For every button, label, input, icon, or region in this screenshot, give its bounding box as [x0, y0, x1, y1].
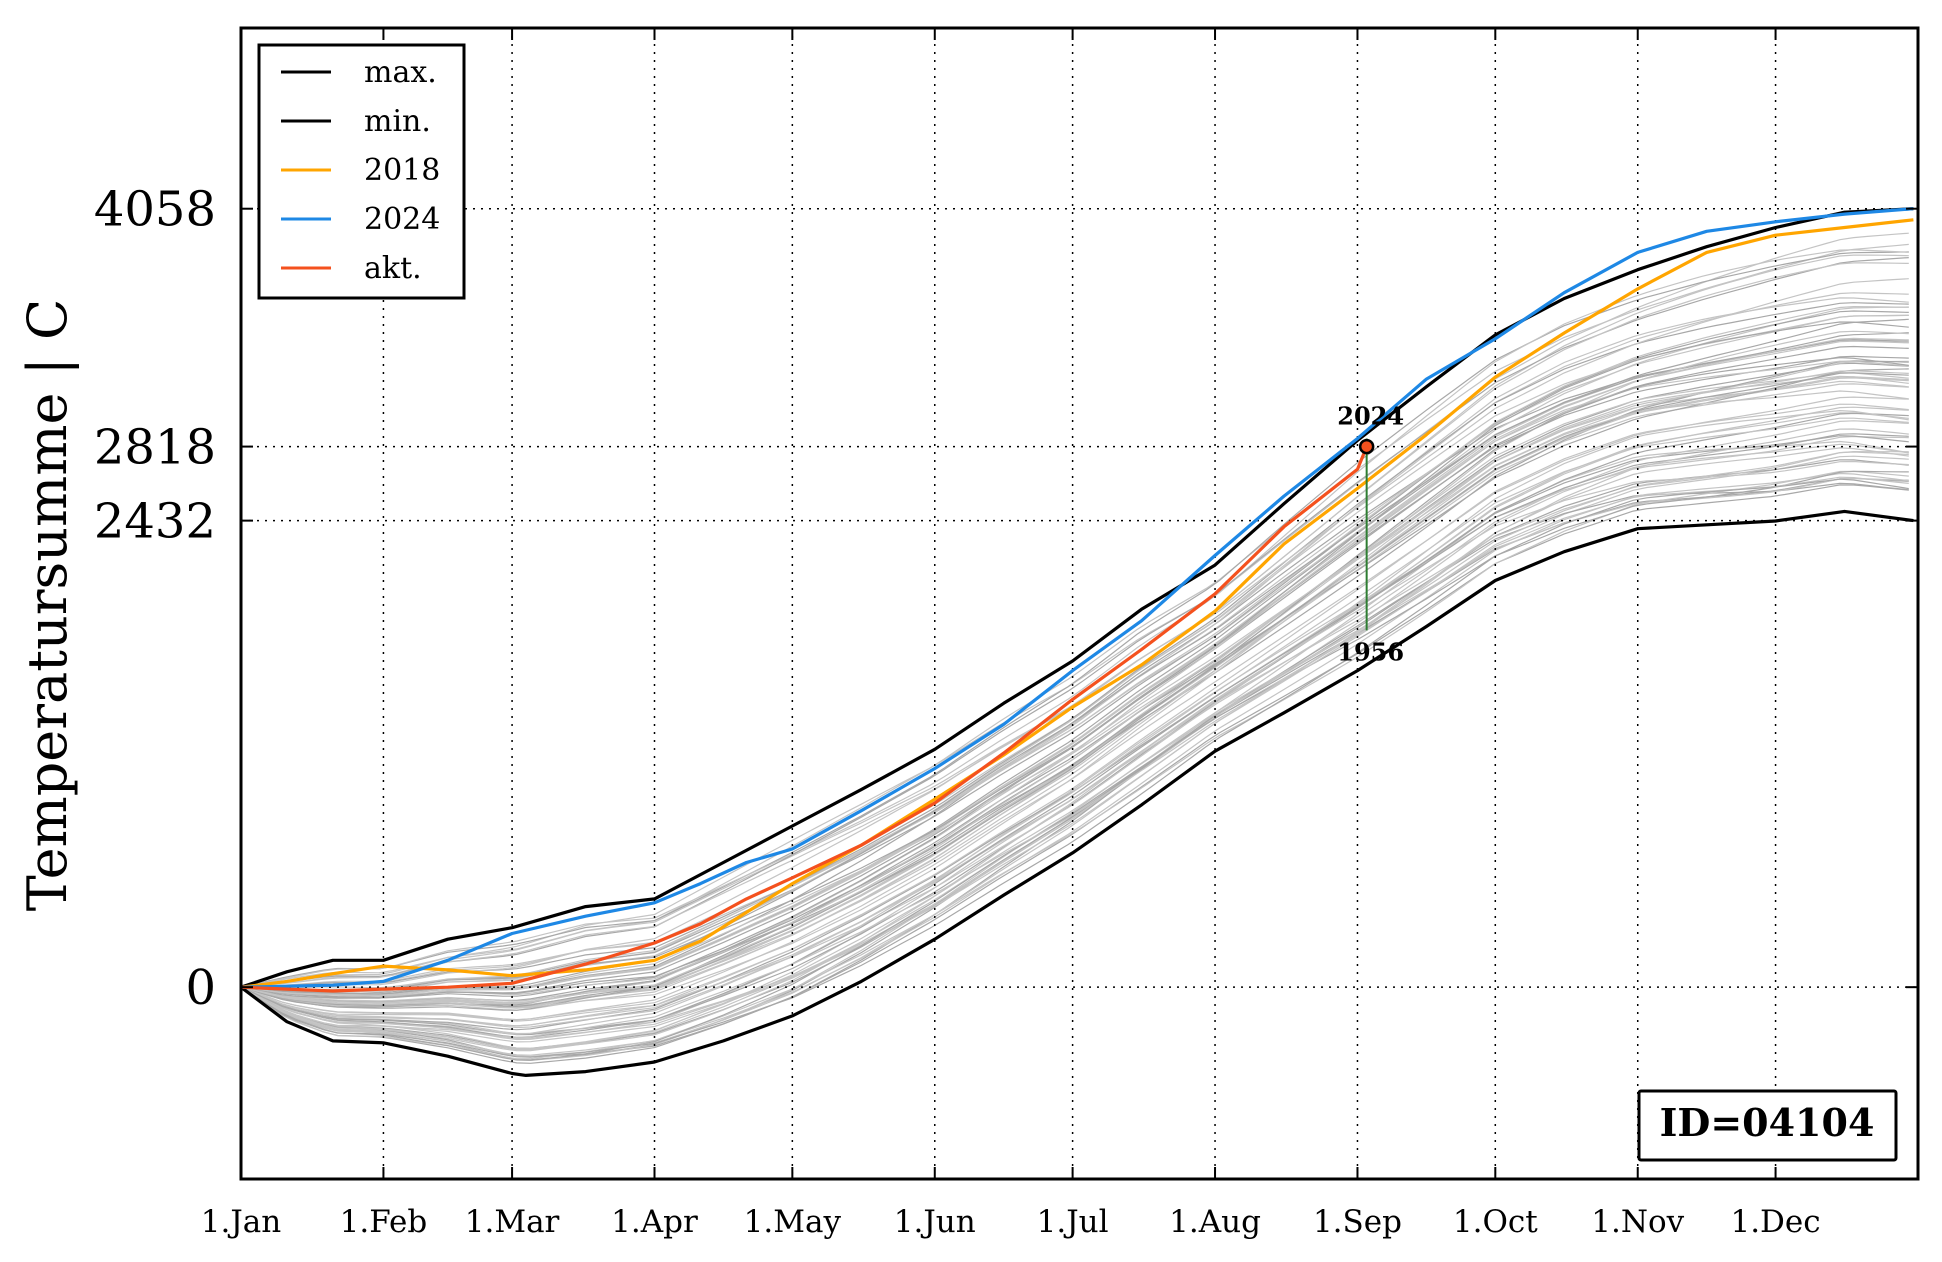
historical-year-line [240, 338, 1909, 995]
historical-year-line [240, 355, 1909, 999]
historical-year-line [240, 377, 1909, 1009]
x-tick-label: 1.Sep [1313, 1204, 1402, 1240]
series-line-akt [240, 445, 1369, 993]
legend: max. min. 2018 2024 akt. [257, 43, 466, 300]
legend-label: 2024 [364, 202, 440, 237]
historical-year-line [240, 460, 1909, 1050]
historical-year-line [240, 428, 1909, 1039]
historical-year-line [240, 459, 1909, 1049]
historical-year-line [240, 278, 1909, 988]
x-tick-label: 1.Feb [340, 1204, 428, 1240]
historical-year-line [240, 380, 1909, 1007]
historical-years-lines [240, 232, 1909, 1064]
plot-frame [239, 26, 1920, 1181]
historical-year-line [240, 314, 1909, 989]
historical-year-line [240, 375, 1909, 1004]
historical-year-line [240, 396, 1909, 1021]
annotation-min-year: 1956 [1337, 637, 1404, 666]
y-tick-label: 4058 [94, 182, 216, 238]
historical-year-line [240, 482, 1909, 1058]
historical-year-line [240, 318, 1909, 995]
historical-year-line [240, 254, 1909, 988]
historical-year-line [240, 292, 1909, 988]
legend-label: min. [364, 104, 431, 139]
historical-year-line [240, 476, 1909, 1058]
y-tick-label: 2432 [94, 494, 216, 550]
historical-year-line [240, 306, 1909, 993]
x-axis: 1.Jan 1.Feb 1.Mar 1.Apr 1.May 1.Jun 1.Jul 1.Aug… [201, 28, 1821, 1240]
x-tick-label: 1.May [744, 1204, 842, 1240]
historical-year-line [240, 356, 1909, 999]
annotation-max-year: 2024 [1337, 402, 1404, 431]
historical-year-line [240, 451, 1909, 1050]
historical-year-line [240, 435, 1909, 1036]
historical-year-line [240, 243, 1909, 988]
series-line-max [240, 207, 1914, 989]
x-tick-label: 1.Dec [1730, 1204, 1820, 1240]
info-box-frame [1637, 1089, 1898, 1162]
series-lines [240, 207, 1914, 1077]
historical-year-line [240, 368, 1909, 1011]
legend-label: akt. [364, 251, 422, 286]
historical-year-line [240, 409, 1909, 1022]
x-tick-label: 1.Jun [894, 1204, 976, 1240]
x-tick-label: 1.Jan [201, 1204, 281, 1240]
x-tick-label: 1.Jul [1037, 1204, 1109, 1240]
x-tick-label: 1.Aug [1169, 1204, 1261, 1240]
historical-year-line [240, 484, 1909, 1064]
historical-year-line [240, 390, 1909, 1009]
legend-label: 2018 [364, 153, 440, 188]
historical-year-line [240, 447, 1909, 1043]
info-box: ID=04104 [1637, 1089, 1898, 1162]
legend-label: max. [364, 55, 437, 90]
x-tick-label: 1.Apr [611, 1204, 698, 1240]
historical-year-line [240, 376, 1909, 1008]
historical-year-line [240, 372, 1909, 1008]
historical-year-line [240, 251, 1909, 988]
annotation-layer: 2024 1956 [1337, 402, 1404, 667]
historical-year-line [240, 370, 1909, 1005]
y-axis: 0 2432 2818 4058 [94, 182, 1918, 1016]
historical-year-line [240, 470, 1909, 1061]
historical-year-line [240, 330, 1909, 1000]
historical-year-line [240, 403, 1909, 1021]
y-tick-label: 0 [185, 960, 216, 1016]
historical-year-line [240, 412, 1909, 1027]
info-box-label: ID=04104 [1660, 1100, 1875, 1145]
x-tick-label: 1.Mar [465, 1204, 560, 1240]
historical-year-line [240, 249, 1909, 988]
series-line-2024 [240, 207, 1914, 989]
series-line-min [240, 509, 1914, 1077]
historical-year-line [240, 232, 1909, 988]
y-axis-label: Temperatursumme | C [16, 299, 79, 912]
historical-year-line [240, 314, 1909, 992]
current-value-marker [1358, 438, 1375, 455]
historical-year-line [240, 360, 1909, 1008]
historical-year-line [240, 257, 1909, 988]
historical-year-line [240, 472, 1909, 1056]
historical-year-line [240, 470, 1909, 1060]
historical-year-line [240, 297, 1909, 988]
x-tick-label: 1.Nov [1591, 1204, 1684, 1240]
historical-year-line [240, 302, 1909, 988]
historical-year-line [240, 321, 1909, 992]
x-tick-label: 1.Oct [1453, 1204, 1538, 1240]
historical-year-line [240, 262, 1909, 988]
historical-year-line [240, 478, 1909, 1058]
historical-year-line [240, 455, 1909, 1052]
historical-year-line [240, 420, 1909, 1035]
historical-year-line [240, 340, 1909, 996]
historical-year-line [240, 417, 1909, 1029]
y-tick-label: 2818 [94, 420, 216, 476]
historical-year-line [240, 332, 1909, 994]
historical-year-line [240, 443, 1909, 1040]
